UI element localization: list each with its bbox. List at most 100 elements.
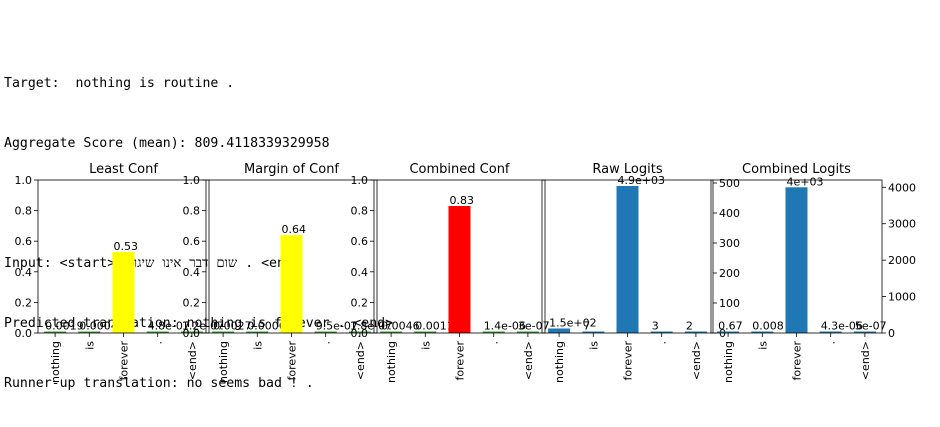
chart-4-value-label-3: 4.9e+03: [618, 174, 665, 187]
chart-3-value-label-1: 0.0046: [381, 320, 420, 333]
chart-1-value-label-1: 0.0019: [45, 320, 84, 333]
chart-5-xtick-label-3: forever: [791, 341, 804, 381]
chart-4-bar-2: [582, 331, 605, 333]
chart-4-xtick-label-4: .: [656, 341, 669, 345]
score-line: Aggregate Score (mean): 809.411833932995…: [4, 136, 330, 151]
chart-3-bar-4: [482, 331, 505, 333]
target-line: Target: nothing is routine .: [4, 76, 235, 91]
chart-3-ytick-label-5: 0.8: [351, 205, 369, 218]
chart-1-bar-4: [146, 331, 169, 333]
chart-3-ytick-label-4: 0.6: [351, 235, 369, 248]
chart-5-ytick-label-3: 2000: [888, 254, 916, 267]
chart-3-value-label-4: 1.4e-06: [484, 320, 526, 333]
chart-3-xtick-label-1: nothing: [385, 341, 398, 383]
chart-1-bar-3: [112, 251, 135, 333]
chart-2-bar-1: [212, 331, 235, 333]
chart-5-value-label-1: 0.67: [718, 320, 743, 333]
chart-4-ytick-label-1: 0: [719, 327, 726, 340]
chart-2-title: Margin of Conf: [244, 162, 339, 177]
chart-3-ytick-label-3: 0.4: [351, 266, 369, 279]
chart-4-bar-1: [548, 328, 571, 333]
chart-3-value-label-2: 0.0011: [415, 320, 454, 333]
chart-2-xtick-label-2: is: [251, 341, 264, 350]
chart-1-value-label-4: 4.8e-07: [148, 320, 190, 333]
chart-4-ytick-label-6: 500: [719, 177, 740, 190]
chart-2-ytick-label-3: 0.4: [183, 266, 201, 279]
chart-3-ytick-label-6: 1.0: [351, 174, 369, 187]
chart-3-value-label-3: 0.83: [450, 194, 475, 207]
chart-1-value-label-5: 1.2e-07: [182, 320, 224, 333]
chart-3-bar-2: [414, 331, 437, 333]
chart-1-bar-5: [180, 331, 203, 333]
chart-4-value-label-5: 2: [686, 320, 693, 333]
chart-4-ytick-label-2: 100: [719, 297, 740, 310]
chart-1-value-label-3: 0.53: [114, 240, 139, 253]
chart-4-value-label-2: 7: [583, 320, 590, 333]
chart-4-xtick-label-3: forever: [622, 341, 635, 381]
chart-5-xtick-label-1: nothing: [722, 341, 735, 383]
output-log: Target: nothing is routine . Aggregate S…: [4, 34, 393, 414]
chart-4-ytick-label-4: 300: [719, 237, 740, 250]
chart-4-value-label-4: 3: [652, 320, 659, 333]
chart-5-ytick-label-5: 4000: [888, 181, 916, 194]
chart-3-bar-5: [516, 331, 539, 333]
chart-3-xtick-label-2: is: [419, 341, 432, 350]
chart-2-value-label-5: 1.8e-07: [350, 320, 392, 333]
chart-4-ytick-label-5: 400: [719, 207, 740, 220]
chart-2-xtick-label-1: nothing: [217, 341, 230, 383]
chart-1-xtick-label-2: is: [83, 341, 96, 350]
chart-5-value-label-3: 4e+03: [787, 175, 824, 188]
chart-2-ytick-label-5: 0.8: [183, 205, 201, 218]
chart-3-bar-1: [380, 331, 403, 333]
chart-2-xtick-label-5: <end>: [354, 341, 367, 380]
chart-2-bar-4: [314, 331, 337, 333]
chart-4-title: Raw Logits: [592, 162, 662, 177]
chart-2-ytick-label-1: 0.0: [183, 327, 201, 340]
chart-3-xtick-label-4: .: [488, 341, 501, 345]
chart-2-bar-5: [348, 331, 371, 333]
chart-1-bar-1: [44, 331, 67, 333]
chart-1-ytick-label-5: 0.8: [15, 205, 33, 218]
chart-2-xtick-label-3: forever: [286, 341, 299, 381]
chart-2-xtick-label-4: .: [320, 341, 333, 345]
chart-3-ytick-label-2: 0.2: [351, 296, 369, 309]
chart-5-title: Combined Logits: [742, 162, 851, 177]
chart-5-bar-1: [717, 331, 740, 333]
chart-1-ytick-label-4: 0.6: [15, 235, 33, 248]
chart-1-ytick-label-1: 0.0: [15, 327, 33, 340]
chart-2-ytick-label-4: 0.6: [183, 235, 201, 248]
chart-1-bar-2: [78, 331, 101, 333]
chart-3-xtick-label-5: <end>: [522, 341, 535, 380]
chart-5-xtick-label-5: <end>: [859, 341, 872, 380]
chart-5-value-label-4: 4.3e-06: [821, 320, 863, 333]
chart-2-ytick-label-2: 0.2: [183, 296, 201, 309]
chart-5-ytick-label-2: 1000: [888, 291, 916, 304]
chart-4-xtick-label-2: is: [587, 341, 600, 350]
chart-1-ytick-label-6: 1.0: [15, 174, 33, 187]
chart-5-xtick-label-4: .: [825, 341, 838, 345]
chart-4-bar-4: [650, 331, 673, 333]
chart-1-ytick-label-2: 0.2: [15, 296, 33, 309]
chart-5-bar-4: [819, 331, 842, 333]
chart-5-xtick-label-2: is: [756, 341, 769, 350]
chart-1-ytick-label-3: 0.4: [15, 266, 33, 279]
chart-3-bar-3: [448, 206, 471, 333]
chart-3-xtick-label-3: forever: [454, 341, 467, 381]
chart-1-xtick-label-5: <end>: [186, 341, 199, 380]
chart-4-xtick-label-5: <end>: [690, 341, 703, 380]
chart-2-bar-3: [280, 235, 303, 333]
chart-5-ytick-label-1: 0: [888, 327, 895, 340]
chart-5-bar-5: [853, 331, 876, 333]
chart-3-title: Combined Conf: [409, 162, 509, 177]
chart-5-bar-3: [785, 187, 808, 333]
chart-5-value-label-5: 5e-07: [855, 320, 887, 333]
chart-1-xtick-label-4: .: [152, 341, 165, 345]
chart-2-bar-2: [246, 331, 269, 333]
chart-5-value-label-2: 0.008: [752, 320, 784, 333]
chart-2-value-label-1: 0.0027: [213, 320, 252, 333]
chart-2-ytick-label-6: 1.0: [183, 174, 201, 187]
chart-4-value-label-1: 1.5e+02: [549, 317, 596, 330]
chart-2-value-label-4: 9.5e-07: [316, 320, 358, 333]
chart-5-ytick-label-4: 3000: [888, 218, 916, 231]
